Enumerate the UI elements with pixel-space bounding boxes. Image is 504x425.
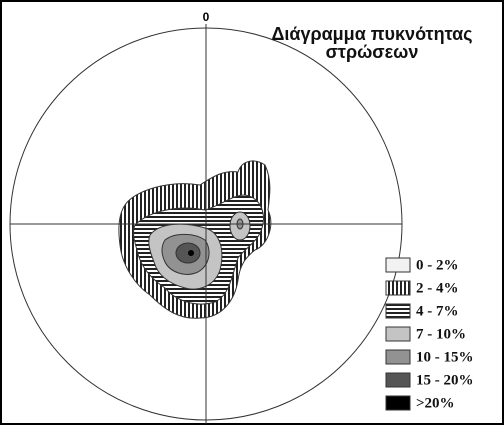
- legend-label: >20%: [416, 395, 455, 411]
- legend-label: 15 - 20%: [416, 372, 474, 388]
- legend-swatch: [385, 349, 411, 365]
- legend: 0 - 2% 2 - 4% 4 - 7% 7 - 10% 10 - 15% 15…: [385, 257, 474, 411]
- legend-label: 4 - 7%: [416, 303, 459, 319]
- contour-max: [188, 250, 194, 256]
- legend-swatch: [385, 303, 411, 319]
- legend-swatch: [385, 395, 411, 411]
- legend-swatch: [385, 372, 411, 388]
- legend-swatch: [385, 257, 411, 273]
- legend-swatch: [385, 326, 411, 342]
- legend-label: 0 - 2%: [416, 257, 459, 273]
- legend-label: 10 - 15%: [416, 349, 474, 365]
- legend-label: 7 - 10%: [416, 326, 466, 342]
- north-label: 0: [203, 10, 210, 24]
- legend-label: 2 - 4%: [416, 280, 459, 296]
- title-line: στρώσεων: [326, 42, 419, 62]
- legend-swatch: [385, 280, 411, 296]
- title-line: Διάγραμμα πυκνότητας: [271, 24, 472, 44]
